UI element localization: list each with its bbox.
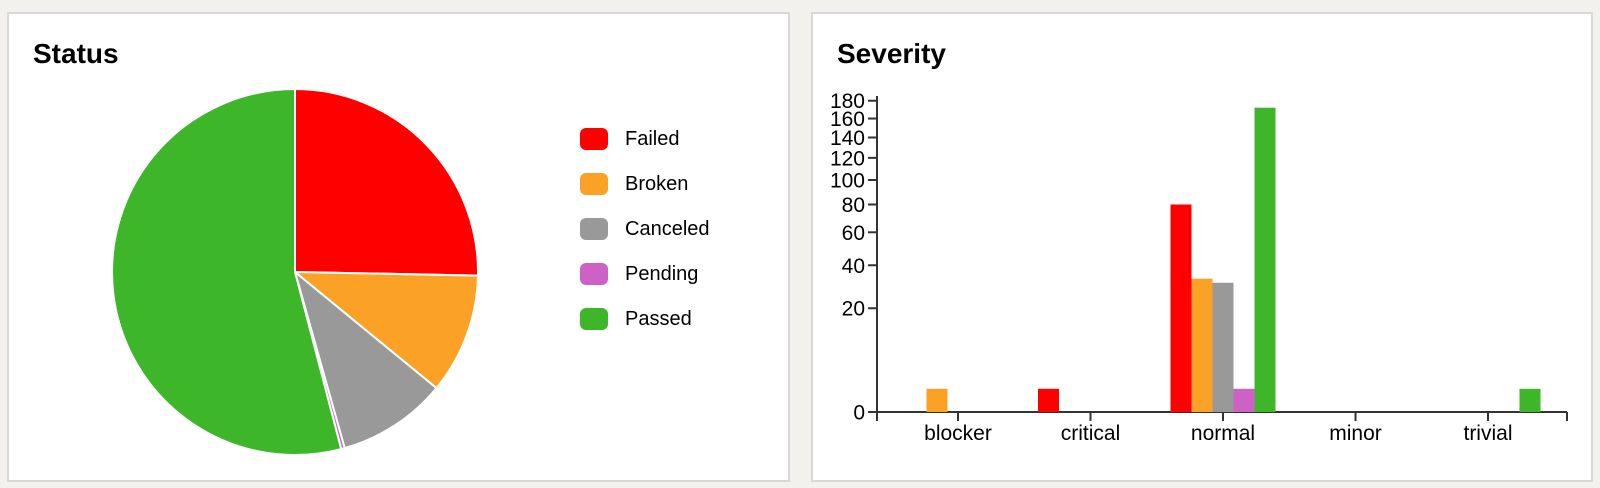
y-tick-label: 40 <box>842 255 865 278</box>
bar-normal-passed[interactable] <box>1254 107 1276 412</box>
status-pie-chart <box>111 88 479 456</box>
legend-item-passed: Passed <box>580 308 710 330</box>
legend-item-canceled: Canceled <box>580 218 710 240</box>
legend-label-broken: Broken <box>625 172 689 195</box>
legend-item-failed: Failed <box>580 128 710 150</box>
y-tick-label: 140 <box>830 127 865 150</box>
bar-blocker-broken[interactable] <box>926 388 948 412</box>
x-tick-label-trivial: trivial <box>1463 422 1512 445</box>
x-tick-label-critical: critical <box>1061 422 1121 445</box>
pie-slice-failed[interactable] <box>294 88 479 277</box>
severity-panel: Severity 0 20 40 60 80 100 120 140 160 180 blocker… <box>811 12 1593 482</box>
y-tick-label: 160 <box>830 108 865 131</box>
legend-label-passed: Passed <box>625 307 692 330</box>
x-tick-label-normal: normal <box>1191 422 1255 445</box>
status-panel: Status Failed Broken Canceled Pending Pa… <box>7 12 790 482</box>
y-tick-label: 60 <box>842 222 865 245</box>
legend-swatch-failed <box>580 128 608 150</box>
pie-slice-canceled[interactable] <box>294 271 438 450</box>
y-tick-label: 80 <box>842 194 865 217</box>
y-tick-label: 0 <box>853 402 865 425</box>
status-legend: Failed Broken Canceled Pending Passed <box>580 128 710 330</box>
bar-normal-canceled[interactable] <box>1212 282 1234 412</box>
y-tick-label: 100 <box>830 170 865 193</box>
x-tick-label-blocker: blocker <box>924 422 992 445</box>
bar-normal-failed[interactable] <box>1170 204 1192 413</box>
y-tick-label: 20 <box>842 298 865 321</box>
y-tick-label: 180 <box>830 90 865 113</box>
bar-critical-failed[interactable] <box>1038 388 1059 412</box>
legend-swatch-pending <box>580 263 608 285</box>
legend-swatch-canceled <box>580 218 608 240</box>
legend-item-broken: Broken <box>580 173 710 195</box>
pie-slice-broken[interactable] <box>294 271 479 390</box>
y-tick-label: 120 <box>830 147 865 170</box>
status-title: Status <box>33 38 119 69</box>
pie-slice-passed[interactable] <box>111 88 343 456</box>
bar-normal-broken[interactable] <box>1191 278 1213 412</box>
legend-label-failed: Failed <box>625 127 680 150</box>
severity-title: Severity <box>837 38 946 69</box>
bar-trivial-passed[interactable] <box>1519 388 1541 412</box>
legend-label-pending: Pending <box>625 262 699 285</box>
legend-swatch-broken <box>580 173 608 195</box>
x-tick-label-minor: minor <box>1329 422 1382 445</box>
legend-swatch-passed <box>580 308 608 330</box>
legend-label-canceled: Canceled <box>625 217 710 240</box>
bar-normal-pending[interactable] <box>1233 388 1255 412</box>
legend-item-pending: Pending <box>580 263 710 285</box>
